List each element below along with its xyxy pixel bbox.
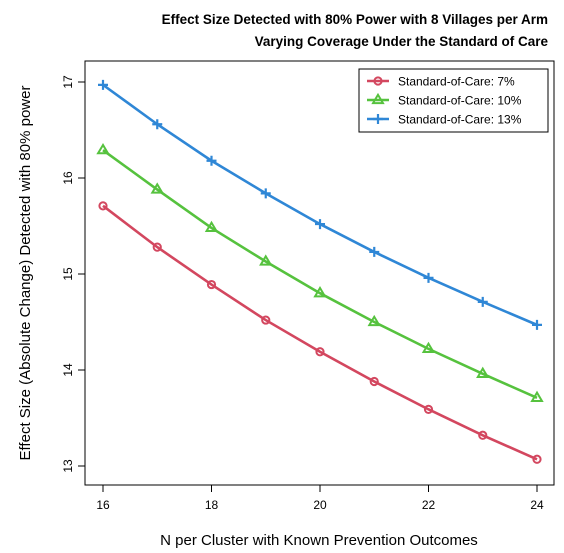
legend-label: Standard-of-Care: 7%: [398, 75, 515, 89]
y-axis: 13 14 15 16 17: [61, 75, 85, 473]
legend-label: Standard-of-Care: 13%: [398, 113, 522, 127]
chart-title-line2: Varying Coverage Under the Standard of C…: [255, 34, 549, 49]
series-triangle: [96, 143, 544, 402]
data-point: [477, 296, 488, 307]
x-tick-label: 22: [422, 498, 436, 512]
legend-marker: [371, 92, 385, 105]
data-point: [150, 182, 164, 194]
data-point: [478, 430, 488, 440]
data-point: [261, 315, 271, 325]
x-axis-label: N per Cluster with Known Prevention Outc…: [160, 532, 478, 549]
data-point: [315, 219, 325, 230]
data-point: [206, 155, 217, 166]
series-plus: [98, 79, 542, 330]
data-point: [532, 319, 542, 330]
data-point: [423, 272, 434, 283]
legend-marker: [373, 76, 383, 86]
data-point: [96, 143, 110, 155]
series-circle: [98, 201, 542, 464]
y-tick-label: 17: [61, 75, 75, 89]
legend-label: Standard-of-Care: 10%: [398, 94, 522, 108]
x-tick-label: 18: [205, 498, 219, 512]
data-point: [260, 188, 271, 199]
data-point: [206, 279, 217, 290]
data-point: [152, 119, 163, 130]
series-line: [102, 149, 538, 400]
series-layer: [96, 79, 544, 464]
data-point: [532, 454, 542, 464]
data-point: [367, 314, 381, 327]
data-point: [98, 201, 108, 211]
chart-title-line1: Effect Size Detected with 80% Power with…: [162, 12, 548, 27]
data-point: [98, 79, 108, 90]
legend: Standard-of-Care: 7% Standard-of-Care: 10…: [358, 68, 549, 133]
data-point: [313, 286, 327, 298]
data-point: [423, 404, 434, 414]
x-axis: 16 18 20 22 24: [96, 485, 544, 512]
x-tick-label: 24: [530, 498, 544, 512]
legend-marker: [373, 114, 383, 124]
data-point: [204, 220, 219, 233]
y-tick-label: 14: [61, 363, 75, 377]
data-point: [421, 341, 436, 353]
data-point: [259, 254, 273, 266]
x-tick-label: 20: [313, 498, 327, 512]
x-tick-label: 16: [96, 498, 110, 512]
data-point: [315, 347, 325, 357]
series-line: [102, 204, 538, 461]
y-axis-label: Effect Size (Absolute Change) Detected w…: [17, 86, 34, 461]
data-point: [369, 246, 380, 257]
data-point: [369, 376, 379, 387]
data-point: [152, 242, 162, 252]
y-tick-label: 16: [61, 171, 75, 185]
data-point: [476, 366, 490, 378]
legend-box: [358, 68, 549, 133]
y-tick-label: 15: [61, 267, 75, 281]
y-tick-label: 13: [61, 459, 75, 473]
data-point: [530, 390, 544, 402]
